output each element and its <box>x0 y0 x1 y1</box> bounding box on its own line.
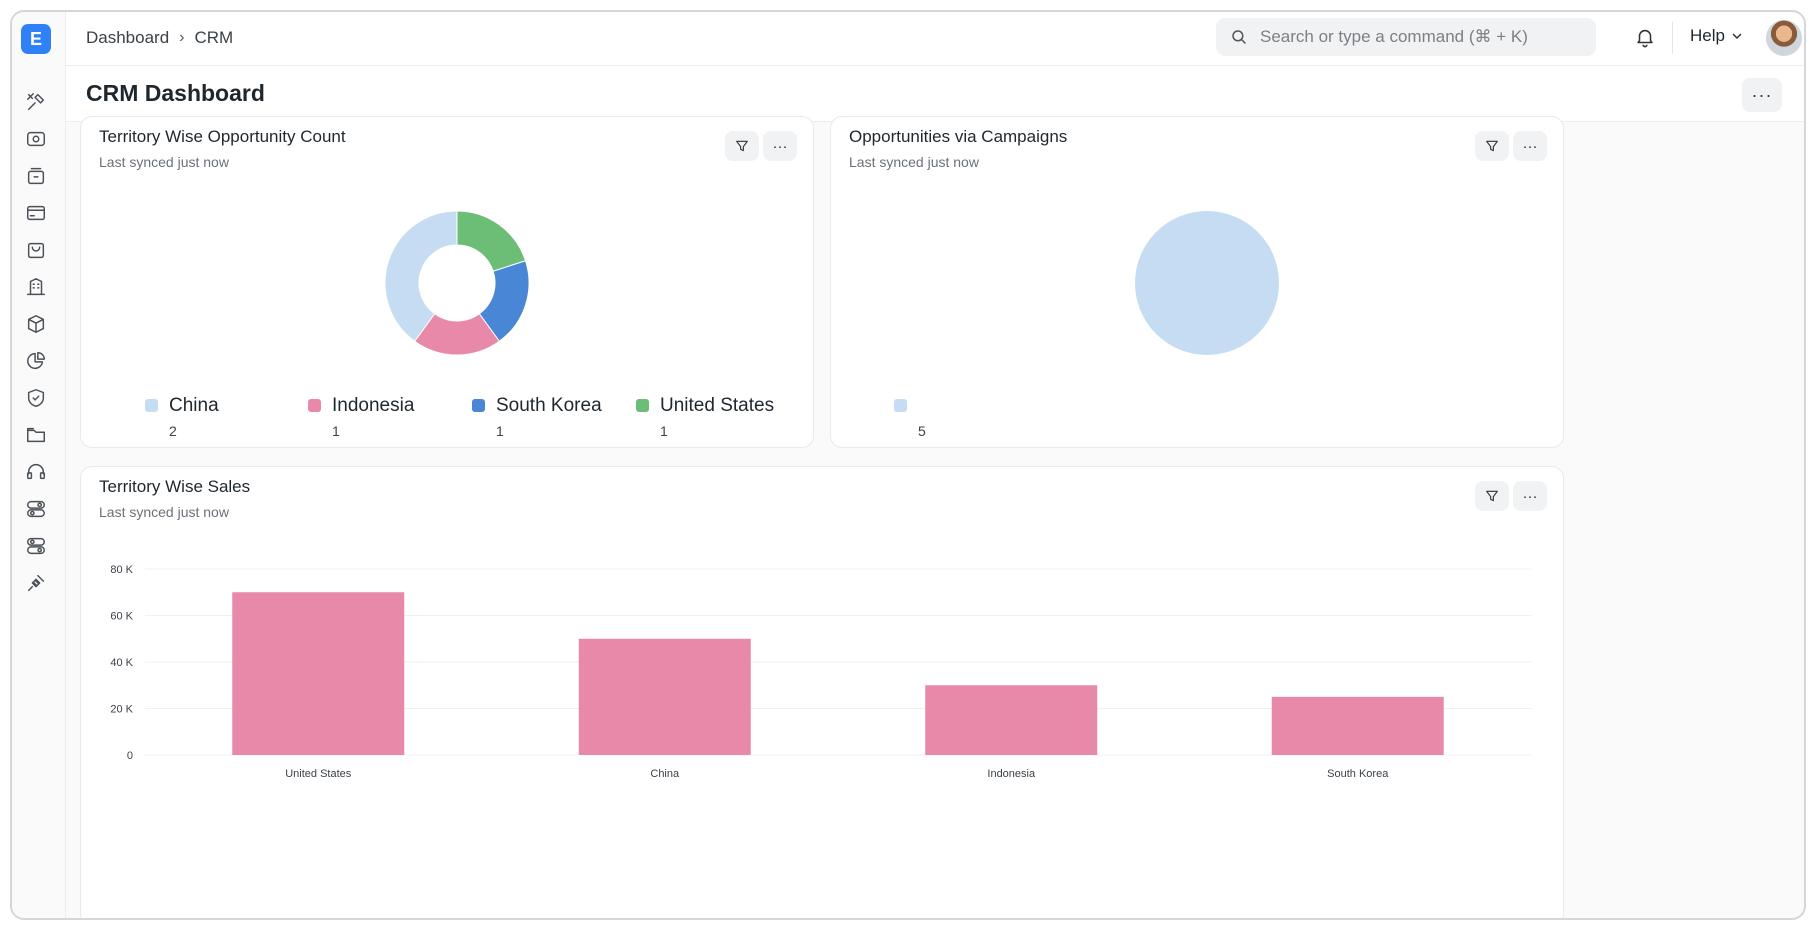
card-title: Opportunities via Campaigns <box>849 127 1068 146</box>
filter-button[interactable] <box>725 131 759 161</box>
legend-swatch <box>472 399 485 412</box>
sidebar: E <box>12 12 66 918</box>
x-tick-label: South Korea <box>1327 768 1389 780</box>
y-tick-label: 80 K <box>110 564 133 576</box>
legend-swatch <box>894 399 907 412</box>
folder-icon[interactable] <box>24 423 48 447</box>
breadcrumb-dashboard[interactable]: Dashboard <box>86 28 170 47</box>
bar[interactable] <box>578 638 751 755</box>
card-subtitle: Last synced just now <box>99 504 229 520</box>
legend-value: 2 <box>169 423 177 439</box>
logo-letter: E <box>29 28 42 49</box>
bag-icon[interactable] <box>24 238 48 262</box>
card-title: Territory Wise Sales <box>99 477 251 496</box>
territory-sales-card: Territory Wise Sales Last synced just no… <box>80 466 1564 918</box>
bar-chart: 0 20 K 40 K 60 K 80 K United States China Indon… <box>110 564 1531 780</box>
breadcrumb-crm[interactable]: CRM <box>194 28 234 47</box>
legend-value: 1 <box>660 423 668 439</box>
card-title: Territory Wise Opportunity Count <box>99 127 346 146</box>
filter-icon <box>1486 140 1498 152</box>
chevron-right-icon: › <box>179 29 185 46</box>
search-bar[interactable] <box>1216 18 1596 56</box>
card-more-button[interactable]: ··· <box>1513 481 1547 511</box>
card-more-button[interactable]: ··· <box>1513 131 1547 161</box>
search-input[interactable] <box>1260 27 1560 47</box>
bar[interactable] <box>925 685 1098 755</box>
legend-value: 1 <box>496 423 504 439</box>
chevron-down-icon <box>1732 33 1742 40</box>
page-title: CRM Dashboard <box>86 80 265 106</box>
search-icon <box>1232 30 1246 44</box>
ellipsis-icon: ··· <box>1522 137 1538 155</box>
x-tick-label: United States <box>285 768 352 780</box>
legend-label: South Korea <box>496 395 602 416</box>
donut-chart <box>384 210 530 356</box>
card-more-button[interactable]: ··· <box>763 131 797 161</box>
building-icon[interactable] <box>24 275 48 299</box>
donut-slice[interactable] <box>384 210 458 342</box>
headset-icon[interactable] <box>24 460 48 484</box>
avatar[interactable] <box>1766 20 1802 56</box>
toggle-icon[interactable] <box>24 497 48 521</box>
bar[interactable] <box>1271 696 1444 755</box>
ellipsis-icon: ··· <box>772 137 788 155</box>
card-subtitle: Last synced just now <box>849 154 979 170</box>
pie-icon[interactable] <box>24 349 48 373</box>
legend-value: 5 <box>918 423 926 439</box>
campaigns-card: Opportunities via Campaigns Last synced … <box>830 116 1564 448</box>
toggle-alt-icon[interactable] <box>24 534 48 558</box>
eye-icon[interactable] <box>24 127 48 151</box>
y-tick-label: 60 K <box>110 611 133 623</box>
breadcrumb: Dashboard › CRM <box>86 28 233 48</box>
bar[interactable] <box>232 592 405 755</box>
shield-icon[interactable] <box>24 386 48 410</box>
ellipsis-icon: ··· <box>1751 84 1773 105</box>
filter-button[interactable] <box>1475 481 1509 511</box>
legend-swatch <box>145 399 158 412</box>
card-subtitle: Last synced just now <box>99 154 229 170</box>
pie-slice[interactable] <box>1135 211 1279 355</box>
x-tick-label: China <box>650 768 680 780</box>
y-tick-label: 20 K <box>110 704 133 716</box>
legend-label: Indonesia <box>332 395 415 416</box>
pie-chart <box>1135 211 1279 355</box>
filter-icon <box>1486 490 1498 502</box>
notification-bell-icon[interactable] <box>1634 26 1656 53</box>
x-tick-label: Indonesia <box>987 768 1036 780</box>
app-window: E Dashboard › CRM Help <box>10 10 1806 920</box>
app-logo[interactable]: E <box>21 24 51 54</box>
window-icon[interactable] <box>24 201 48 225</box>
help-dropdown[interactable]: Help <box>1690 26 1743 46</box>
legend-swatch <box>636 399 649 412</box>
territory-count-card: Territory Wise Opportunity Count Last sy… <box>80 116 814 448</box>
tools-icon[interactable] <box>24 90 48 114</box>
help-label: Help <box>1690 26 1725 45</box>
legend-value: 1 <box>332 423 340 439</box>
legend-swatch <box>308 399 321 412</box>
ellipsis-icon: ··· <box>1522 487 1538 505</box>
page-header: CRM Dashboard ··· <box>66 66 1804 122</box>
filter-button[interactable] <box>1475 131 1509 161</box>
topbar: Dashboard › CRM Help <box>66 12 1804 66</box>
legend-label: United States <box>660 395 775 416</box>
box-icon[interactable] <box>24 312 48 336</box>
divider <box>1672 22 1673 54</box>
archive-icon[interactable] <box>24 164 48 188</box>
y-tick-label: 40 K <box>110 657 133 669</box>
y-tick-label: 0 <box>127 750 133 762</box>
filter-icon <box>736 140 748 152</box>
plug-icon[interactable] <box>24 571 48 595</box>
page-more-button[interactable]: ··· <box>1742 78 1782 112</box>
donut-slice[interactable] <box>456 210 527 272</box>
legend-label: China <box>169 395 219 416</box>
